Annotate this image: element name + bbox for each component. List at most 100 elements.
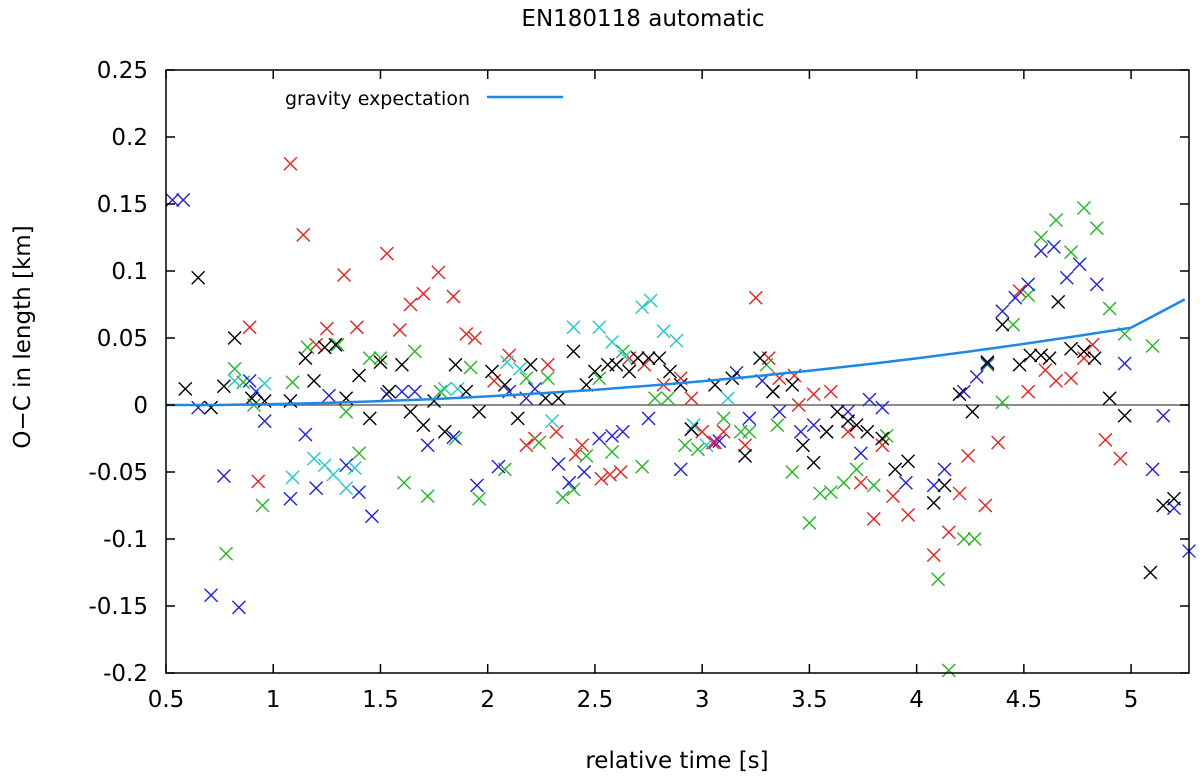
data-point-blue bbox=[191, 400, 206, 415]
data-point-blue bbox=[420, 438, 435, 453]
data-point-green bbox=[742, 424, 757, 439]
data-point-green bbox=[373, 351, 388, 366]
data-point-blue bbox=[339, 458, 354, 473]
data-point-black bbox=[875, 431, 890, 446]
data-point-cyan bbox=[512, 361, 527, 376]
data-point-cyan bbox=[592, 320, 607, 335]
data-point-red bbox=[901, 507, 916, 522]
data-point-black bbox=[1102, 391, 1117, 406]
data-point-blue bbox=[1145, 462, 1160, 477]
y-tick-label: -0.05 bbox=[88, 460, 148, 486]
data-point-black bbox=[965, 404, 980, 419]
data-point-cyan bbox=[699, 438, 714, 453]
data-point-green bbox=[1049, 213, 1064, 228]
data-point-blue bbox=[1034, 243, 1049, 258]
data-point-red bbox=[791, 398, 806, 412]
data-point-red bbox=[806, 387, 821, 402]
data-point-green bbox=[592, 371, 607, 386]
data-point-black bbox=[362, 411, 377, 426]
data-point-blue bbox=[216, 469, 231, 484]
data-point-red bbox=[961, 448, 976, 463]
data-point-green bbox=[519, 371, 534, 386]
data-point-black bbox=[622, 364, 637, 379]
data-point-red bbox=[1012, 284, 1027, 299]
data-point-green bbox=[397, 475, 412, 490]
data-point-green bbox=[420, 489, 435, 504]
data-point-blue bbox=[772, 404, 787, 419]
data-point-blue bbox=[204, 588, 219, 603]
data-point-blue bbox=[673, 462, 688, 477]
data-point-red bbox=[926, 548, 941, 563]
data-point-black bbox=[298, 351, 313, 366]
chart-title: EN180118 automatic bbox=[521, 6, 764, 32]
data-point-black bbox=[427, 393, 442, 408]
data-point-red bbox=[519, 438, 534, 453]
data-point-green bbox=[472, 491, 487, 506]
data-point-black bbox=[795, 438, 810, 453]
data-point-black bbox=[403, 404, 418, 419]
legend-label: gravity expectation bbox=[285, 88, 470, 110]
data-point-green bbox=[770, 418, 785, 433]
data-point-blue bbox=[806, 418, 821, 433]
data-point-green bbox=[931, 572, 946, 587]
data-point-magenta bbox=[708, 435, 723, 450]
data-point-red bbox=[459, 326, 474, 341]
data-point-green bbox=[635, 459, 650, 474]
data-point-green bbox=[615, 344, 630, 359]
data-point-green bbox=[566, 482, 581, 497]
data-point-black bbox=[952, 387, 967, 402]
x-tick-label: 3 bbox=[695, 687, 710, 713]
data-point-black bbox=[753, 351, 768, 366]
data-point-green bbox=[823, 485, 838, 500]
data-point-black bbox=[995, 317, 1010, 332]
data-point-cyan bbox=[257, 376, 272, 391]
data-point-green bbox=[879, 428, 894, 443]
data-point-black bbox=[244, 391, 259, 406]
data-point-blue bbox=[257, 414, 272, 429]
data-point-red bbox=[379, 246, 394, 261]
data-point-blue bbox=[364, 509, 379, 524]
y-tick-label: 0.1 bbox=[111, 259, 148, 285]
data-point-black bbox=[630, 351, 645, 366]
data-point-blue bbox=[446, 430, 461, 445]
data-point-blue bbox=[1117, 356, 1132, 371]
data-point-black bbox=[416, 418, 431, 433]
data-point-black bbox=[830, 404, 845, 419]
data-point-blue bbox=[242, 373, 257, 388]
data-point-cyan bbox=[686, 418, 701, 433]
data-point-black bbox=[609, 357, 624, 372]
data-point-red bbox=[283, 156, 298, 171]
data-point-blue bbox=[407, 384, 422, 399]
data-point-green bbox=[967, 532, 982, 546]
data-point-green bbox=[1034, 230, 1049, 245]
data-point-blue bbox=[577, 465, 592, 479]
data-point-green bbox=[1006, 317, 1021, 332]
x-tick-label: 2 bbox=[480, 687, 495, 713]
y-tick-label: -0.15 bbox=[88, 594, 148, 620]
x-tick-label: 5 bbox=[1124, 687, 1139, 713]
data-point-black bbox=[523, 357, 538, 372]
data-point-green bbox=[1064, 245, 1079, 260]
data-point-black bbox=[860, 424, 875, 439]
plot-frame bbox=[165, 69, 1190, 674]
data-point-black bbox=[673, 377, 688, 392]
y-tick-label: -0.2 bbox=[103, 661, 148, 687]
data-point-black bbox=[937, 478, 952, 493]
data-point-cyan bbox=[635, 300, 650, 315]
data-point-black bbox=[662, 364, 677, 379]
data-point-black bbox=[191, 270, 206, 285]
data-point-green bbox=[678, 438, 693, 453]
data-point-black bbox=[227, 331, 242, 345]
data-point-blue bbox=[1089, 277, 1104, 292]
data-point-green bbox=[660, 391, 675, 406]
data-point-black bbox=[785, 377, 800, 392]
x-axis-label: relative time [s] bbox=[585, 748, 768, 774]
data-point-green bbox=[433, 384, 448, 399]
data-point-green bbox=[605, 444, 620, 459]
data-point-black bbox=[510, 411, 525, 426]
data-point-green bbox=[1021, 288, 1036, 303]
data-point-black bbox=[317, 340, 332, 355]
data-point-red bbox=[467, 331, 482, 345]
x-tick-label: 1.5 bbox=[362, 687, 399, 713]
